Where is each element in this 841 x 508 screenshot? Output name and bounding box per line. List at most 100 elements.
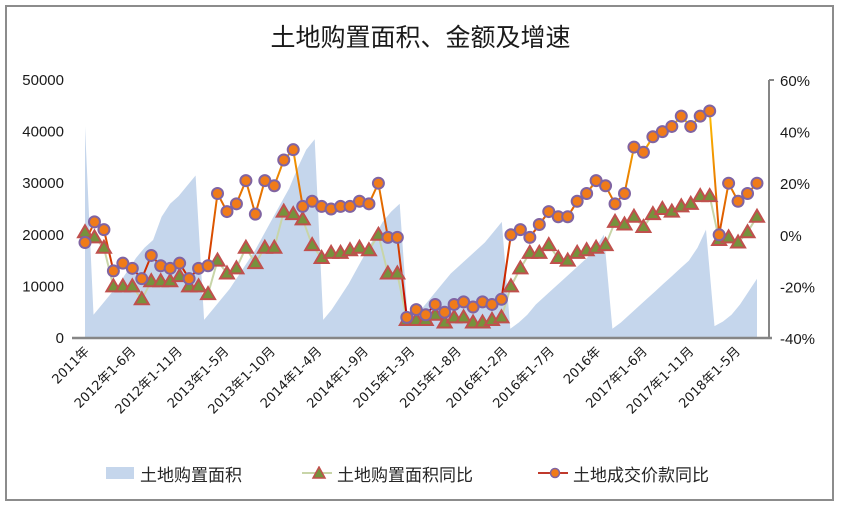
triangle-marker-icon xyxy=(133,290,151,306)
triangle-marker-icon xyxy=(540,236,558,252)
right-axis-tick: 40% xyxy=(780,125,810,142)
circle-marker-icon xyxy=(78,236,92,250)
circle-marker-icon xyxy=(608,197,622,211)
triangle-marker-icon xyxy=(596,236,615,252)
circle-marker-icon xyxy=(457,295,471,309)
circle-marker-icon xyxy=(485,297,499,311)
circle-marker-icon xyxy=(239,174,253,188)
left-axis-tick: 10000 xyxy=(22,278,64,295)
triangle-marker-icon xyxy=(549,249,567,265)
circle-marker-icon xyxy=(580,187,594,201)
circle-marker-icon xyxy=(248,207,262,221)
x-axis-tick: 2016年 xyxy=(561,344,604,387)
circle-marker-icon xyxy=(277,153,291,167)
legend: 土地购置面积 土地购置面积同比 土地成交价款同比 xyxy=(0,460,841,486)
triangle-marker-icon xyxy=(284,205,302,221)
circle-marker-icon xyxy=(286,143,300,157)
left-axis-tick: 50000 xyxy=(22,72,64,89)
triangle-marker-icon xyxy=(302,466,332,479)
triangle-marker-icon xyxy=(729,233,747,249)
circle-marker-icon xyxy=(201,259,215,273)
left-axis-tick: 0 xyxy=(56,330,64,347)
circle-marker-icon xyxy=(135,272,149,286)
circle-marker-icon xyxy=(390,230,404,244)
circle-marker-icon xyxy=(731,194,745,208)
triangle-marker-icon xyxy=(748,207,766,223)
circle-marker-icon xyxy=(211,187,225,201)
circle-marker-icon xyxy=(504,228,518,242)
triangle-marker-icon xyxy=(360,241,378,257)
triangle-marker-icon xyxy=(388,264,407,280)
triangle-marker-icon xyxy=(85,228,104,244)
triangle-marker-icon xyxy=(123,277,142,293)
triangle-marker-icon xyxy=(530,243,549,259)
circle-marker-icon xyxy=(693,109,707,123)
triangle-marker-icon xyxy=(208,251,227,267)
circle-marker-icon xyxy=(712,228,726,242)
triangle-marker-icon xyxy=(625,207,643,223)
circle-marker-icon xyxy=(182,272,196,286)
left-axis-tick: 20000 xyxy=(22,227,64,244)
legend-item-area[interactable]: 土地购置面积 xyxy=(106,460,242,486)
legend-item-area-yoy[interactable]: 土地购置面积同比 xyxy=(302,460,473,486)
circle-marker-icon xyxy=(163,261,177,275)
circle-marker-icon xyxy=(173,256,187,270)
circle-marker-icon xyxy=(570,194,584,208)
circle-marker-icon xyxy=(400,310,414,324)
legend-item-price-yoy[interactable]: 土地成交价款同比 xyxy=(538,460,709,486)
circle-marker-icon xyxy=(589,174,603,188)
circle-marker-icon xyxy=(513,223,527,237)
circle-marker-icon xyxy=(220,205,234,219)
circle-marker-icon xyxy=(599,179,613,193)
circle-marker-icon xyxy=(371,176,385,190)
circle-marker-icon xyxy=(106,264,120,278)
area-series xyxy=(85,126,757,339)
circle-marker-icon xyxy=(409,303,423,317)
triangle-marker-icon xyxy=(454,308,473,324)
circle-marker-icon xyxy=(627,140,641,154)
circle-marker-icon xyxy=(636,145,650,159)
circle-marker-icon xyxy=(362,197,376,211)
circle-marker-icon xyxy=(97,223,111,237)
circle-marker-icon xyxy=(296,199,310,213)
triangle-marker-icon xyxy=(558,251,577,267)
circle-marker-icon xyxy=(665,119,679,133)
circle-marker-icon xyxy=(438,305,452,319)
triangle-marker-icon xyxy=(95,238,113,254)
circle-marker-icon xyxy=(523,230,537,244)
legend-label: 土地成交价款同比 xyxy=(573,465,709,486)
triangle-marker-icon xyxy=(293,210,312,226)
circle-marker-icon xyxy=(428,297,442,311)
circle-marker-icon xyxy=(125,261,139,275)
circle-marker-icon xyxy=(419,308,433,322)
triangle-marker-icon xyxy=(738,223,757,239)
circle-marker-icon xyxy=(343,199,357,213)
triangle-marker-icon xyxy=(700,187,719,203)
circle-marker-icon xyxy=(229,197,243,211)
circle-marker-icon xyxy=(722,176,736,190)
triangle-marker-icon xyxy=(237,238,255,254)
circle-marker-icon xyxy=(87,215,101,229)
triangle-marker-icon xyxy=(350,238,369,254)
circle-marker-icon xyxy=(542,205,556,219)
circle-marker-icon xyxy=(741,187,755,201)
circle-marker-icon xyxy=(466,300,480,314)
legend-label: 土地购置面积同比 xyxy=(337,465,473,486)
triangle-marker-icon xyxy=(502,277,520,293)
triangle-marker-icon xyxy=(615,215,634,231)
x-axis-tick: 2011年 xyxy=(50,344,93,387)
circle-marker-icon xyxy=(750,176,764,190)
circle-marker-icon xyxy=(646,130,660,144)
triangle-marker-icon xyxy=(492,308,511,324)
triangle-marker-icon xyxy=(303,236,321,252)
circle-marker-icon xyxy=(655,125,669,139)
triangle-marker-icon xyxy=(682,194,700,210)
circle-marker-icon xyxy=(684,119,698,133)
circle-marker-icon xyxy=(116,256,130,270)
triangle-marker-icon xyxy=(606,212,624,228)
right-axis-tick: 60% xyxy=(780,73,810,90)
right-axis-tick: -20% xyxy=(780,279,815,296)
triangle-marker-icon xyxy=(634,218,653,234)
circle-marker-icon xyxy=(144,248,158,262)
